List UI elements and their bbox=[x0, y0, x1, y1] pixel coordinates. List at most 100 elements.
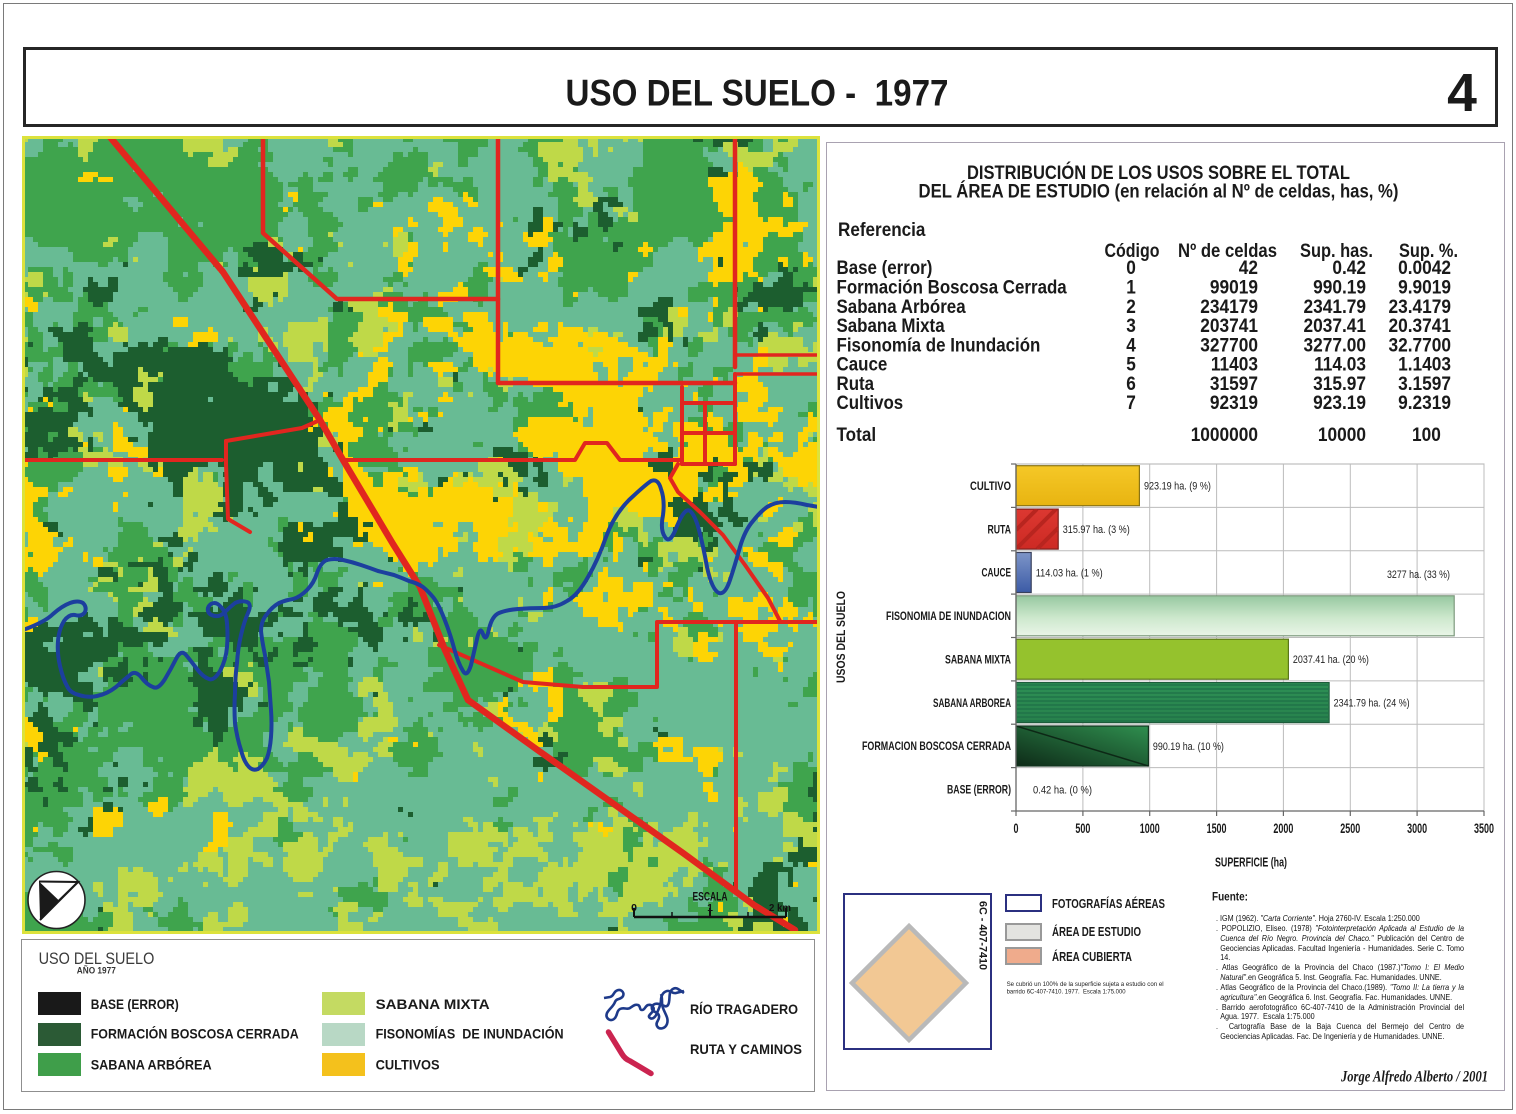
svg-text:500: 500 bbox=[1075, 821, 1090, 836]
svg-text:315.97 ha. (3 %): 315.97 ha. (3 %) bbox=[1063, 524, 1130, 536]
svg-text:Jorge Alfredo Alberto / 2001: Jorge Alfredo Alberto / 2001 bbox=[1340, 1069, 1488, 1086]
svg-text:barrido 6C-407-7410. 1977. Es: barrido 6C-407-7410. 1977. Escala 1:75.0… bbox=[1007, 989, 1126, 996]
svg-text:0.0042: 0.0042 bbox=[1398, 258, 1451, 279]
svg-text:100: 100 bbox=[1412, 425, 1441, 446]
svg-text:Sabana Arbórea: Sabana Arbórea bbox=[837, 297, 966, 318]
svg-text:0.42 ha. (0 %): 0.42 ha. (0 %) bbox=[1033, 784, 1092, 796]
svg-text:USO DEL SUELO - 1977: USO DEL SUELO - 1977 bbox=[566, 72, 949, 114]
svg-text:0.42: 0.42 bbox=[1332, 258, 1366, 279]
svg-text:Sup. has.: Sup. has. bbox=[1300, 241, 1373, 262]
svg-text:203741: 203741 bbox=[1200, 316, 1258, 337]
svg-text:23.4179: 23.4179 bbox=[1389, 297, 1452, 318]
svg-text:32.7700: 32.7700 bbox=[1389, 335, 1452, 356]
svg-text:4: 4 bbox=[1447, 64, 1477, 123]
svg-text:SABANA MIXTA: SABANA MIXTA bbox=[376, 996, 490, 1012]
svg-text:RÍO TRAGADERO: RÍO TRAGADERO bbox=[690, 1001, 798, 1017]
svg-text:Se cubrió un 100% de la superf: Se cubrió un 100% de la superficie sujet… bbox=[1007, 981, 1164, 988]
svg-text:1500: 1500 bbox=[1207, 821, 1227, 836]
svg-text:Formación Boscosa Cerrada: Formación Boscosa Cerrada bbox=[837, 277, 1068, 298]
svg-text:AÑO 1977: AÑO 1977 bbox=[77, 965, 116, 975]
svg-text:327700: 327700 bbox=[1200, 335, 1258, 356]
svg-text:2341.79: 2341.79 bbox=[1304, 297, 1367, 318]
svg-text:Nº de celdas: Nº de celdas bbox=[1178, 241, 1277, 262]
svg-text:923.19 ha. (9 %): 923.19 ha. (9 %) bbox=[1144, 481, 1211, 493]
svg-text:2500: 2500 bbox=[1340, 821, 1360, 836]
svg-text:234179: 234179 bbox=[1200, 297, 1258, 318]
svg-text:2000: 2000 bbox=[1273, 821, 1293, 836]
svg-text:3277 ha. (33 %): 3277 ha. (33 %) bbox=[1387, 569, 1450, 581]
svg-text:BASE (ERROR): BASE (ERROR) bbox=[91, 996, 179, 1012]
svg-text:FORMACION BOSCOSA CERRADA: FORMACION BOSCOSA CERRADA bbox=[862, 741, 1011, 753]
svg-text:3000: 3000 bbox=[1407, 821, 1427, 836]
svg-text:2037.41: 2037.41 bbox=[1304, 316, 1367, 337]
svg-text:9.2319: 9.2319 bbox=[1398, 393, 1451, 414]
svg-text:42: 42 bbox=[1239, 258, 1258, 279]
svg-text:Sabana Mixta: Sabana Mixta bbox=[837, 316, 945, 337]
svg-text:6C - 407-7410: 6C - 407-7410 bbox=[977, 901, 989, 970]
svg-text:FISONOMIA DE INUNDACION: FISONOMIA DE INUNDACION bbox=[886, 611, 1011, 623]
svg-text:0: 0 bbox=[1126, 258, 1136, 279]
svg-text:SABANA ARBOREA: SABANA ARBOREA bbox=[933, 698, 1011, 710]
svg-text:FISONOMÍAS DE INUNDACIÓN: FISONOMÍAS DE INUNDACIÓN bbox=[376, 1025, 564, 1042]
svg-text:7: 7 bbox=[1126, 393, 1136, 414]
svg-text:5: 5 bbox=[1126, 355, 1136, 376]
svg-text:6: 6 bbox=[1126, 374, 1136, 395]
svg-text:Código: Código bbox=[1105, 241, 1160, 262]
svg-text:SUPERFICIE (ha): SUPERFICIE (ha) bbox=[1215, 855, 1287, 870]
svg-text:315.97: 315.97 bbox=[1313, 374, 1366, 395]
svg-text:BASE (ERROR): BASE (ERROR) bbox=[947, 785, 1011, 797]
svg-text:10000: 10000 bbox=[1318, 425, 1366, 446]
svg-text:114.03: 114.03 bbox=[1314, 355, 1366, 376]
svg-text:990.19: 990.19 bbox=[1313, 277, 1366, 298]
svg-text:FOTOGRAFÍAS AÉREAS: FOTOGRAFÍAS AÉREAS bbox=[1052, 896, 1165, 911]
svg-text:FORMACIÓN BOSCOSA CERRADA: FORMACIÓN BOSCOSA CERRADA bbox=[91, 1025, 299, 1042]
svg-text:4: 4 bbox=[1126, 335, 1136, 356]
svg-text:ÁREA CUBIERTA: ÁREA CUBIERTA bbox=[1052, 949, 1132, 964]
svg-text:Ruta: Ruta bbox=[837, 374, 875, 395]
svg-text:USO DEL SUELO: USO DEL SUELO bbox=[39, 949, 155, 968]
svg-text:20.3741: 20.3741 bbox=[1389, 316, 1452, 337]
svg-text:31597: 31597 bbox=[1210, 374, 1258, 395]
svg-text:3.1597: 3.1597 bbox=[1398, 374, 1451, 395]
svg-text:1: 1 bbox=[707, 902, 713, 914]
svg-text:CULTIVOS: CULTIVOS bbox=[376, 1057, 440, 1073]
svg-text:ESCALA: ESCALA bbox=[693, 890, 728, 904]
svg-text:Total: Total bbox=[837, 425, 877, 446]
svg-text:CULTIVO: CULTIVO bbox=[970, 481, 1011, 493]
svg-text:SABANA MIXTA: SABANA MIXTA bbox=[945, 654, 1011, 666]
svg-text:92319: 92319 bbox=[1210, 393, 1258, 414]
svg-text:Base (error): Base (error) bbox=[837, 258, 933, 279]
svg-text:2 km: 2 km bbox=[769, 902, 791, 914]
svg-text:RUTA: RUTA bbox=[988, 524, 1012, 536]
svg-text:3: 3 bbox=[1126, 316, 1136, 337]
svg-text:1000: 1000 bbox=[1140, 821, 1160, 836]
svg-text:USOS DEL SUELO: USOS DEL SUELO bbox=[836, 591, 848, 683]
svg-text:2341.79 ha. (24 %): 2341.79 ha. (24 %) bbox=[1334, 698, 1410, 710]
svg-text:Fisonomía de Inundación: Fisonomía de Inundación bbox=[837, 335, 1041, 356]
svg-text:9.9019: 9.9019 bbox=[1398, 277, 1451, 298]
svg-text:11403: 11403 bbox=[1211, 355, 1258, 376]
svg-text:3500: 3500 bbox=[1474, 821, 1494, 836]
svg-text:99019: 99019 bbox=[1210, 277, 1258, 298]
svg-text:Fuente:: Fuente: bbox=[1212, 889, 1248, 903]
svg-text:Cultivos: Cultivos bbox=[837, 393, 904, 414]
svg-text:Sup. %.: Sup. %. bbox=[1399, 241, 1458, 262]
svg-text:0: 0 bbox=[631, 902, 637, 914]
svg-text:1.1403: 1.1403 bbox=[1398, 355, 1451, 376]
svg-text:923.19: 923.19 bbox=[1313, 393, 1366, 414]
svg-text:CAUCE: CAUCE bbox=[982, 568, 1012, 580]
svg-text:114.03 ha. (1 %): 114.03 ha. (1 %) bbox=[1036, 567, 1103, 579]
svg-text:2037.41 ha. (20 %): 2037.41 ha. (20 %) bbox=[1293, 654, 1369, 666]
svg-text:1000000: 1000000 bbox=[1191, 425, 1258, 446]
svg-text:ÁREA DE ESTUDIO: ÁREA DE ESTUDIO bbox=[1052, 924, 1141, 939]
svg-text:Referencia: Referencia bbox=[838, 220, 926, 241]
svg-text:DISTRIBUCIÓN DE LOS USOS SOBRE: DISTRIBUCIÓN DE LOS USOS SOBRE EL TOTAL bbox=[967, 162, 1350, 184]
svg-text:2: 2 bbox=[1126, 297, 1136, 318]
svg-text:Cauce: Cauce bbox=[837, 355, 888, 376]
svg-text:DEL ÁREA DE ESTUDIO (en relaci: DEL ÁREA DE ESTUDIO (en relación al Nº d… bbox=[919, 181, 1399, 203]
svg-text:RUTA Y CAMINOS: RUTA Y CAMINOS bbox=[690, 1041, 802, 1057]
svg-text:1: 1 bbox=[1126, 277, 1136, 298]
svg-text:0: 0 bbox=[1014, 821, 1019, 836]
svg-text:990.19 ha. (10 %): 990.19 ha. (10 %) bbox=[1153, 741, 1224, 753]
svg-text:3277.00: 3277.00 bbox=[1304, 335, 1367, 356]
